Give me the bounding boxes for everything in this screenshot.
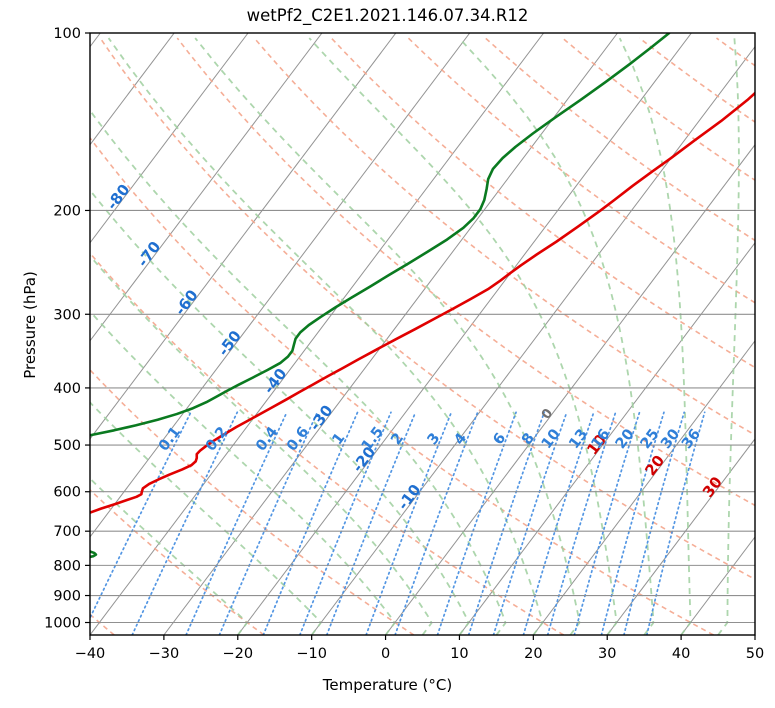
temperature-profile-line (90, 91, 755, 514)
mixing-ratio-line (218, 411, 319, 635)
isotherm-line (532, 340, 755, 635)
y-tick-label: 500 (53, 438, 81, 454)
isotherm-line (90, 33, 175, 146)
x-tick-label: −20 (222, 646, 253, 662)
isotherm-line (90, 33, 101, 48)
isotherm-line (311, 45, 755, 635)
isotherm-line (459, 241, 755, 635)
mixing-ratio-line (131, 411, 239, 635)
isotherm-line (90, 33, 471, 538)
moist-adiabat-line (194, 37, 581, 635)
mixing-ratio-line (645, 411, 706, 635)
background-lines (90, 33, 755, 635)
data-series (90, 33, 755, 559)
dry-adiabat-line (176, 37, 755, 507)
dry-adiabat-line (90, 251, 565, 635)
x-tick-label: −10 (296, 646, 327, 662)
moist-adiabat-line (107, 37, 544, 635)
x-tick-label: 10 (450, 646, 468, 662)
x-tick-label: −30 (149, 646, 180, 662)
dry-adiabat-line (407, 37, 755, 304)
y-tick-label: 1000 (44, 616, 81, 632)
mixing-ratio-line (185, 411, 288, 635)
mixing-ratio-line (522, 411, 595, 635)
moist-adiabat-line (90, 108, 507, 635)
isotherm-line (606, 438, 755, 635)
isotherm-line (754, 634, 755, 635)
x-tick-label: 30 (598, 646, 616, 662)
mixing-ratio-line (573, 411, 641, 635)
isotherm-line (90, 33, 545, 635)
moist-adiabat-line (90, 401, 322, 635)
isotherm-line (385, 143, 755, 635)
x-tick-label: 40 (672, 646, 690, 662)
mixing-ratio-line (546, 411, 617, 635)
mixing-ratio-line (299, 411, 392, 635)
mixing-ratio-line (492, 411, 568, 635)
moist-adiabat-line (90, 477, 248, 635)
y-tick-label: 600 (53, 485, 81, 501)
y-tick-label: 900 (53, 589, 81, 605)
x-tick-label: 20 (524, 646, 542, 662)
dry-adiabat-line (99, 37, 755, 581)
mixing-ratio-line (467, 411, 546, 635)
isotherm-line (90, 33, 397, 440)
y-tick-label: 100 (53, 26, 81, 42)
moist-adiabat-line (90, 254, 433, 635)
y-tick-label: 300 (53, 307, 81, 323)
dry-adiabat-line (90, 368, 415, 635)
y-axis-label: Pressure (hPa) (21, 271, 39, 379)
mixing-ratio-line (325, 411, 417, 635)
isotherm-line (237, 33, 692, 635)
y-tick-label: 800 (53, 558, 81, 574)
mixing-ratio-line (623, 411, 686, 635)
isotherm-label: -100 (3, 109, 40, 150)
y-tick-label: 700 (53, 524, 81, 540)
mixing-ratio-line (436, 411, 517, 635)
dewpoint-profile-line (90, 33, 671, 559)
isotherm-line (90, 33, 323, 342)
moist-adiabat-line (754, 633, 755, 635)
dry-adiabat-line (330, 37, 755, 369)
moist-adiabat-line (90, 188, 470, 635)
plot-frame (89, 32, 756, 636)
x-tick-label: 0 (381, 646, 390, 662)
mixing-ratio-line (262, 411, 359, 635)
isotherm-label: 40 (759, 491, 775, 519)
axes: −40 −30 −20 −10 0 10 20 30 40 50 100 200 300 400 500 60… (44, 26, 764, 662)
x-tick-label: 50 (746, 646, 764, 662)
mixing-ratio-line (394, 411, 479, 635)
mixing-ratio-line (600, 411, 665, 635)
y-tick-label: 200 (53, 203, 81, 219)
plot-background (90, 33, 755, 635)
x-axis-label: Temperature (°C) (322, 676, 453, 694)
mixing-ratio-line (365, 411, 453, 635)
moist-adiabat-line (717, 38, 740, 635)
y-tick-label: 400 (53, 381, 81, 397)
moist-adiabat-line (458, 37, 655, 635)
isotherm-line (163, 33, 618, 635)
x-tick-label: −40 (75, 646, 106, 662)
moist-adiabat-line (618, 37, 692, 635)
page-title: wetPf2_C2E1.2021.146.07.34.R12 (246, 6, 529, 25)
